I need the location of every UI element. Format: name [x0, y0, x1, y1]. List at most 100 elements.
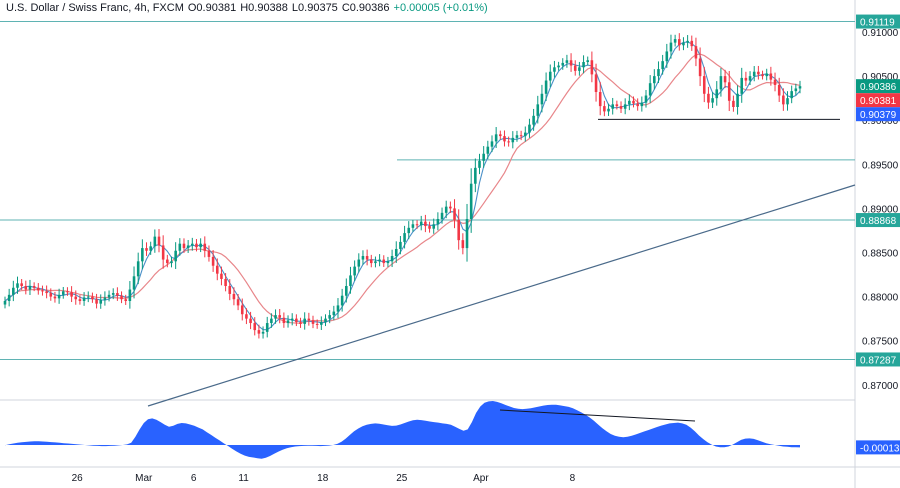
x-tick-label: 8 — [570, 473, 576, 484]
candle-body — [161, 245, 165, 260]
candle-body — [615, 104, 619, 107]
candle-body — [403, 233, 406, 242]
y-tick-label: 0.90500 — [862, 72, 899, 83]
candle-body — [640, 102, 644, 107]
candle-body — [315, 323, 319, 325]
candle-body — [307, 318, 311, 321]
candle-body — [107, 294, 111, 298]
change-value: +0.00005 (+0.01%) — [393, 2, 488, 14]
candle-body — [578, 67, 581, 71]
candle-body — [503, 136, 506, 142]
candle-body — [632, 100, 635, 104]
candle-body — [191, 243, 194, 246]
candle-body — [41, 290, 44, 292]
candle-body — [290, 318, 294, 321]
candle-body — [702, 76, 706, 94]
candle-body — [141, 248, 144, 262]
candle-body — [390, 256, 394, 262]
high-value: H0.90388 — [240, 2, 288, 14]
candle-body — [99, 300, 103, 304]
candle-body — [199, 243, 202, 248]
candle-body — [53, 296, 57, 299]
oscillator-badge-label: -0.00013 — [860, 443, 900, 454]
candle-body — [357, 259, 361, 267]
candle-body — [345, 286, 348, 296]
candle-body — [111, 293, 115, 295]
candle-body — [261, 331, 265, 334]
candle-body — [598, 92, 602, 107]
y-tick-label: 0.87500 — [862, 337, 899, 348]
candle-body — [24, 286, 28, 290]
level-badge-label: 0.88868 — [860, 216, 897, 227]
candle-body — [149, 246, 152, 251]
candle-body — [128, 289, 132, 301]
candle-body — [7, 294, 11, 301]
candle-body — [457, 219, 460, 241]
candle-body — [682, 42, 685, 46]
candle-body — [727, 82, 731, 101]
candle-body — [590, 60, 594, 75]
candle-body — [494, 134, 498, 142]
level-badge — [856, 213, 900, 228]
candle-body — [207, 250, 211, 257]
candle-body — [286, 320, 290, 324]
candle-body — [178, 243, 182, 251]
candle-body — [245, 314, 248, 319]
candle-body — [619, 106, 623, 109]
candle-body — [49, 293, 53, 297]
candle-body — [665, 51, 669, 62]
candle-body — [628, 100, 631, 105]
candle-body — [623, 104, 627, 109]
candle-body — [540, 93, 544, 105]
candle-body — [419, 221, 423, 226]
candle-body — [732, 100, 735, 107]
candle-body — [215, 265, 219, 274]
candle-body — [428, 226, 431, 229]
candle-body — [736, 93, 739, 107]
y-tick-label: 0.89500 — [862, 160, 899, 171]
candle-body — [603, 106, 606, 112]
candle-body — [486, 146, 490, 154]
x-tick-label: Mar — [135, 473, 153, 484]
candle-body — [773, 79, 777, 85]
oscillator-histogram — [5, 401, 800, 459]
candle-body — [320, 322, 323, 325]
candle-body — [16, 283, 19, 288]
candle-body — [544, 80, 548, 94]
candle-body — [449, 206, 452, 209]
candle-body — [698, 58, 702, 77]
candle-body — [636, 103, 639, 107]
candle-body — [120, 295, 123, 300]
candle-body — [303, 318, 306, 324]
candle-body — [236, 299, 240, 306]
y-tick-label: 0.90000 — [862, 116, 899, 127]
candle-body — [153, 236, 157, 247]
candle-body — [794, 88, 798, 92]
candle-body — [386, 261, 390, 264]
candle-body — [374, 261, 377, 264]
candle-body — [444, 206, 448, 213]
open-value: O0.90381 — [187, 2, 237, 14]
candle-body — [186, 245, 190, 249]
candle-body — [145, 248, 148, 251]
symbol-title: U.S. Dollar / Swiss Franc, 4h, FXCM — [6, 2, 184, 14]
y-tick-label: 0.88000 — [862, 293, 899, 304]
candle-body — [278, 315, 282, 318]
candle-body — [166, 259, 169, 264]
candle-body — [224, 278, 227, 287]
x-tick-label: 18 — [317, 473, 329, 484]
candle-body — [777, 84, 781, 96]
candle-body — [790, 91, 793, 99]
candle-body — [719, 76, 723, 90]
trendline — [147, 184, 856, 407]
candle-body — [70, 292, 73, 297]
candle-body — [311, 320, 315, 324]
x-tick-label: 26 — [72, 473, 84, 484]
candle-body — [116, 293, 119, 296]
candle-body — [765, 73, 768, 77]
level-badge-label: 0.87287 — [860, 355, 897, 366]
candle-body — [32, 286, 36, 288]
candle-body — [752, 71, 756, 77]
candle-body — [270, 318, 273, 324]
